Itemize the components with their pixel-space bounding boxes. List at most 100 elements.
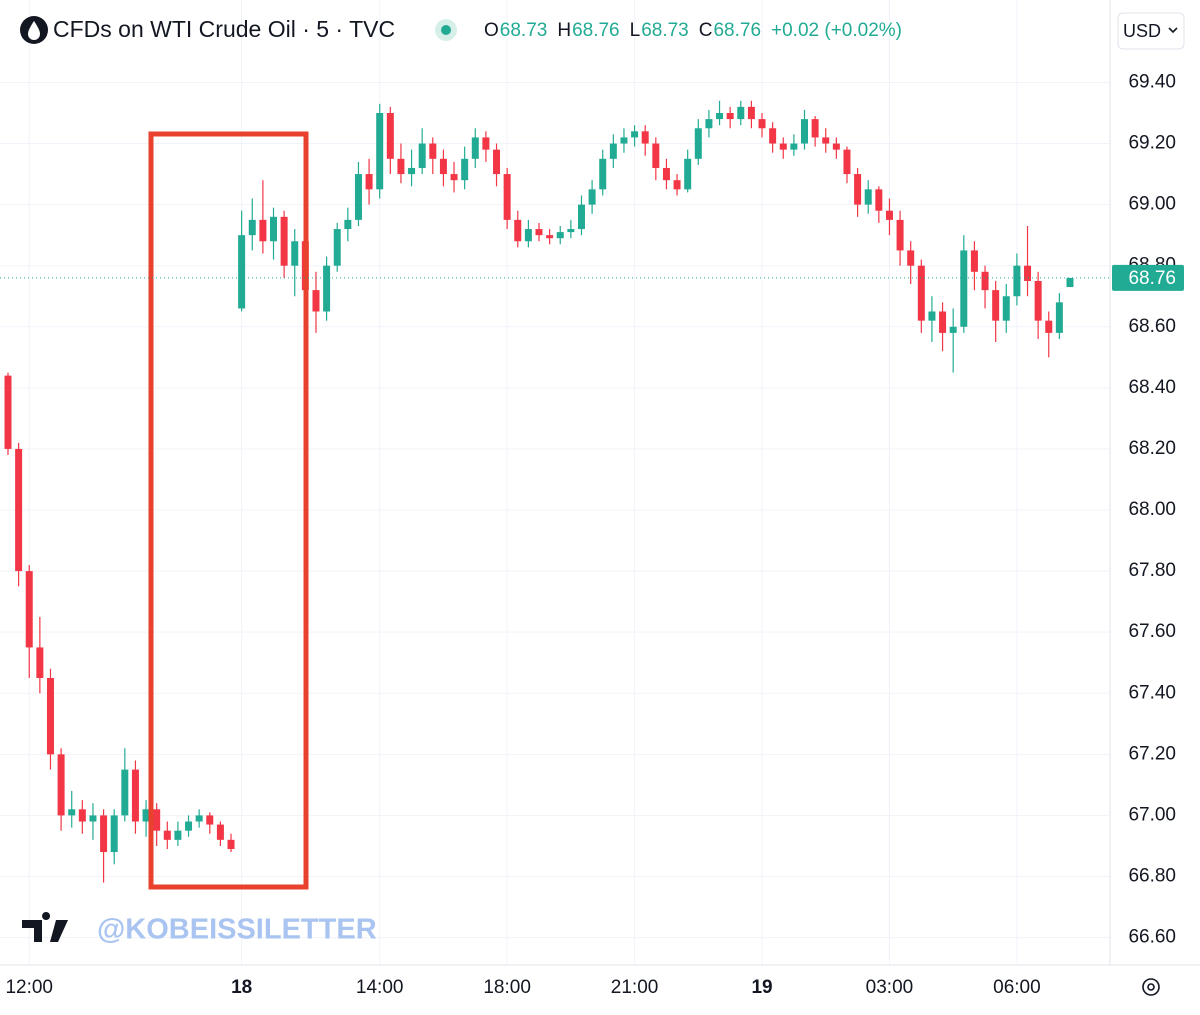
candle-body <box>631 131 639 138</box>
candle-body <box>248 219 256 236</box>
candle-body <box>185 821 193 831</box>
settings-icon[interactable] <box>1142 978 1160 996</box>
y-tick-label: 69.20 <box>1128 133 1176 154</box>
grid <box>0 0 1110 965</box>
candle-body <box>864 189 872 205</box>
settings-icon-center[interactable] <box>1147 983 1155 991</box>
candle-body <box>599 158 607 190</box>
candle-body <box>1024 265 1032 281</box>
x-tick-label: 18:00 <box>483 977 531 998</box>
ohlc-key: O <box>484 20 499 41</box>
y-tick-label: 66.60 <box>1128 927 1176 948</box>
candle-body <box>259 219 267 242</box>
candle-body <box>747 106 755 120</box>
candle-body <box>429 143 437 159</box>
candle-body <box>450 174 458 181</box>
ohlc-key: C <box>699 20 713 41</box>
candle-body <box>758 119 766 129</box>
currency[interactable]: USD <box>1123 21 1161 41</box>
candle-body <box>556 232 564 239</box>
candle-body <box>25 571 33 648</box>
candle-body <box>705 119 713 129</box>
candle-body <box>503 174 511 220</box>
ohlc-key: H <box>557 20 571 41</box>
candle-body <box>790 143 798 150</box>
candle-body <box>769 128 777 144</box>
candle-body <box>1002 296 1010 321</box>
candle-body <box>907 250 915 266</box>
candle-body <box>620 137 628 144</box>
candle-body <box>1013 265 1021 297</box>
candle-body <box>1055 302 1063 333</box>
candle-body <box>684 158 692 190</box>
candle-body <box>78 809 86 822</box>
candle-body <box>641 131 649 144</box>
x-tick-label: 19 <box>751 977 772 998</box>
candle-body <box>524 229 532 242</box>
candle-body <box>36 647 44 678</box>
candle-body <box>970 250 978 272</box>
candle-body <box>89 815 97 822</box>
currency-button[interactable] <box>1117 12 1185 50</box>
candle-body <box>811 119 819 138</box>
y-tick-label: 67.40 <box>1128 682 1176 703</box>
candle-body <box>737 106 745 120</box>
y-tick-label: 68.60 <box>1128 316 1176 337</box>
candle-body <box>365 174 373 190</box>
candle-body <box>110 815 118 853</box>
candle-body <box>270 216 277 242</box>
candle-body <box>174 830 182 840</box>
ohlc-legend: O 68.73 H 68.76 L 68.73 C 68.76 +0.02 (+0.02%) <box>484 20 902 41</box>
y-tick-label: 69.00 <box>1128 194 1176 215</box>
candle-body <box>418 143 426 168</box>
candle-body <box>227 839 235 850</box>
candle-body <box>57 754 65 816</box>
candle-body <box>206 815 214 825</box>
candle-body <box>142 809 150 822</box>
candle-body <box>875 189 883 211</box>
candle-body <box>981 271 989 291</box>
x-tick-label: 18 <box>231 977 252 998</box>
candle-body <box>694 128 702 159</box>
candle-body <box>121 769 129 816</box>
y-tick-label: 69.40 <box>1128 71 1176 92</box>
candle-body <box>1045 320 1053 333</box>
change: +0.02 (+0.02%) <box>771 20 902 41</box>
candle-body <box>100 815 108 853</box>
currency-chevron[interactable] <box>1168 27 1178 34</box>
candle-body <box>567 229 575 233</box>
ohlc-value: 68.73 <box>641 20 689 41</box>
candle-body <box>801 119 808 144</box>
status-dot <box>441 25 451 35</box>
candle-body <box>960 250 968 327</box>
candle-body <box>949 326 957 333</box>
x-tick-label: 21:00 <box>611 977 659 998</box>
candle-body <box>15 448 23 572</box>
y-tick-label: 68.00 <box>1128 499 1176 520</box>
candle-body <box>323 265 331 312</box>
candle-body <box>291 241 299 266</box>
candle-body <box>195 815 203 822</box>
candles <box>4 100 1074 883</box>
ohlc-value: 68.76 <box>572 20 620 41</box>
candle-body <box>386 112 394 159</box>
candle-body <box>344 219 352 230</box>
candle-body <box>280 216 288 266</box>
candle-body <box>482 137 490 150</box>
candle-body <box>238 235 246 309</box>
candle-body <box>4 375 12 449</box>
candle-body <box>588 189 596 205</box>
candle-body <box>928 311 936 321</box>
candle-body <box>779 143 787 150</box>
candle-body <box>992 290 1000 321</box>
candle-body <box>939 311 947 333</box>
y-tick-label: 66.80 <box>1128 866 1176 887</box>
candle-body <box>577 204 585 230</box>
y-tick-label: 67.80 <box>1128 560 1176 581</box>
ohlc-value: 68.73 <box>500 20 548 41</box>
candle-body <box>397 158 405 175</box>
candle-body <box>514 219 522 242</box>
